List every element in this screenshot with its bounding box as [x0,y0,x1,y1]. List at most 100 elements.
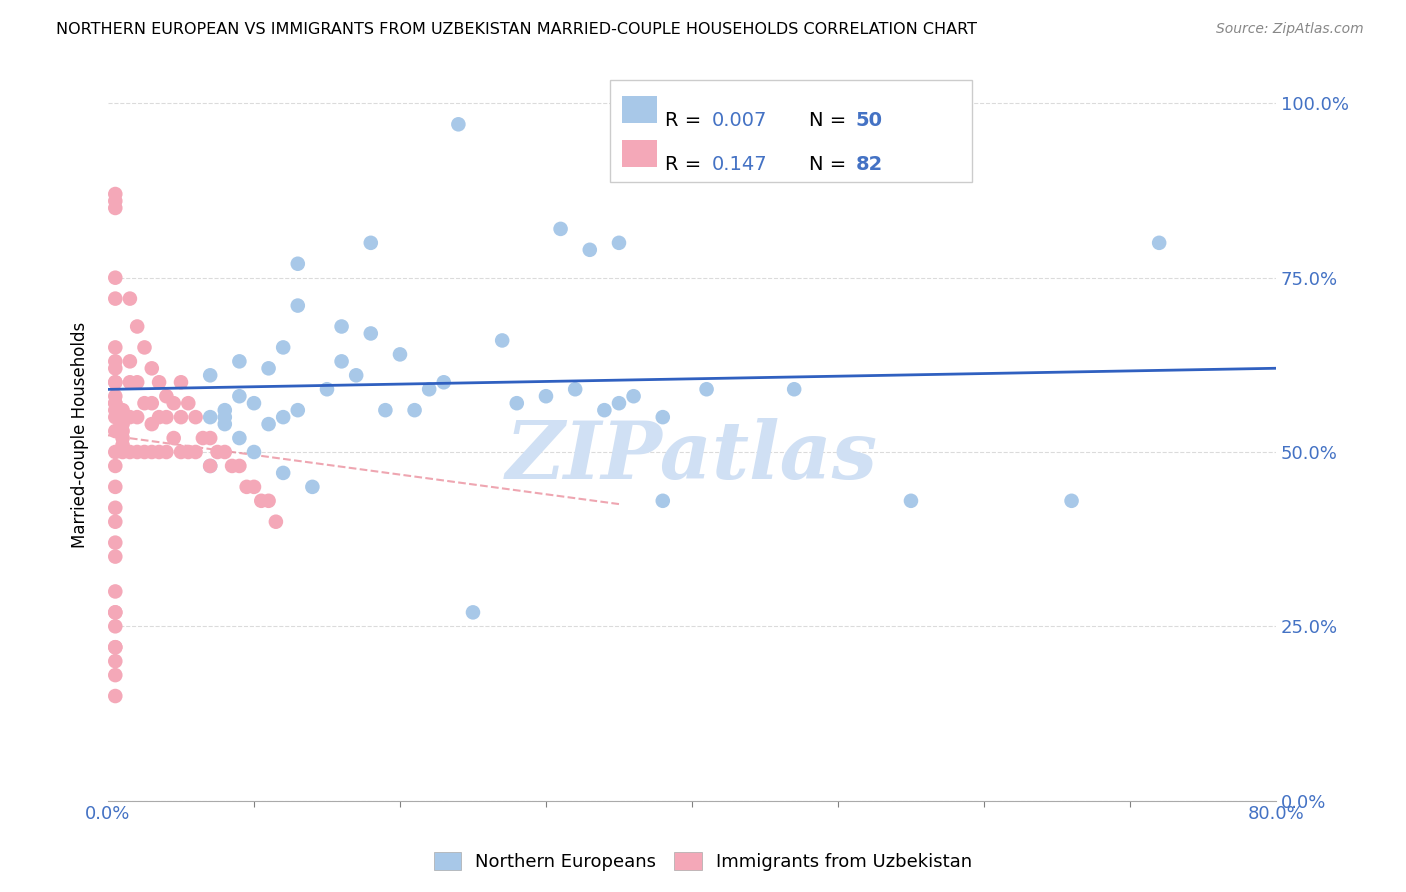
Point [593,403,616,417]
Point [104,584,127,599]
Point [104,292,127,306]
Point [207,445,229,459]
Text: N =: N = [808,111,852,130]
Point [127,319,149,334]
Point [118,445,141,459]
Point [111,410,134,425]
Text: 50: 50 [855,111,883,130]
Point [287,299,309,313]
Point [214,410,236,425]
Point [104,640,127,655]
Point [141,445,163,459]
Point [360,235,382,250]
Point [111,445,134,459]
Point [257,493,280,508]
Point [104,403,127,417]
Point [374,403,396,417]
Point [104,270,127,285]
Point [148,445,170,459]
Point [228,458,250,473]
Point [1060,493,1083,508]
Text: R =: R = [665,155,714,174]
FancyBboxPatch shape [610,79,973,182]
Point [104,396,127,410]
Point [651,410,673,425]
Point [148,376,170,390]
Point [111,403,134,417]
Point [141,361,163,376]
Point [155,389,177,403]
Point [198,368,221,383]
Legend: Northern Europeans, Immigrants from Uzbekistan: Northern Europeans, Immigrants from Uzbe… [426,845,980,879]
Point [104,340,127,354]
Point [104,668,127,682]
Text: ZIPatlas: ZIPatlas [506,417,877,495]
Point [491,334,513,348]
Y-axis label: Married-couple Households: Married-couple Households [72,321,89,548]
Point [104,187,127,202]
Point [118,354,141,368]
Point [134,396,156,410]
Point [134,445,156,459]
Point [177,396,200,410]
Point [155,445,177,459]
Point [170,410,193,425]
Point [111,417,134,431]
Point [447,117,470,131]
Point [104,389,127,403]
Point [696,382,718,396]
Point [228,354,250,368]
Point [104,689,127,703]
Point [243,445,266,459]
Point [271,466,294,480]
Point [104,640,127,655]
Point [330,354,353,368]
Point [104,354,127,368]
Point [243,480,266,494]
Point [104,424,127,438]
Point [148,410,170,425]
Point [257,361,280,376]
Point [228,389,250,403]
Point [271,340,294,354]
Point [104,458,127,473]
Point [127,445,149,459]
Point [118,376,141,390]
Point [127,410,149,425]
Point [104,410,127,425]
Point [404,403,426,417]
Point [104,619,127,633]
Point [198,431,221,445]
Point [111,424,134,438]
Point [214,445,236,459]
Point [344,368,367,383]
Point [578,243,600,257]
Point [1147,235,1170,250]
Point [461,606,484,620]
Point [104,606,127,620]
Point [301,480,323,494]
Point [104,480,127,494]
Point [170,376,193,390]
Point [155,410,177,425]
Point [104,376,127,390]
Point [198,458,221,473]
Point [163,396,186,410]
Text: R =: R = [665,111,707,130]
Point [235,480,257,494]
Point [104,549,127,564]
Text: 82: 82 [855,155,883,174]
Point [418,382,440,396]
Point [104,500,127,515]
Point [184,410,207,425]
Point [623,389,645,403]
Point [104,376,127,390]
Point [170,445,193,459]
Point [287,257,309,271]
Point [564,382,586,396]
Point [198,458,221,473]
Point [607,396,630,410]
Point [191,431,214,445]
Point [243,396,266,410]
Point [271,410,294,425]
